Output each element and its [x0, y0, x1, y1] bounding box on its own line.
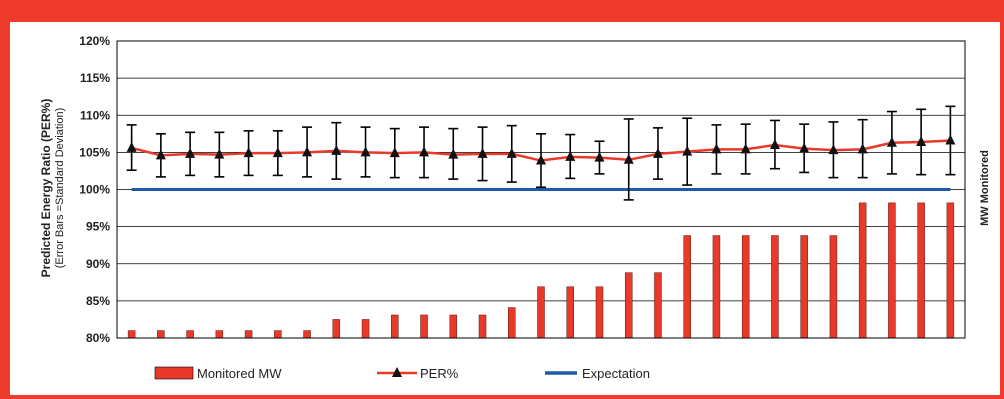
monitored-mw-bar: [361, 319, 370, 339]
y-axis-label: Predicted Energy Ratio (PER%): [39, 99, 53, 278]
monitored-mw-bar: [274, 330, 282, 339]
monitored-mw-bar: [215, 330, 224, 339]
per-marker: [243, 147, 254, 158]
per-markers: [126, 134, 956, 165]
y-tick-label: 120%: [79, 34, 110, 48]
monitored-mw-bar: [244, 330, 253, 339]
per-marker: [360, 146, 371, 157]
monitored-mw-bar: [858, 202, 867, 339]
per-marker: [419, 146, 430, 157]
per-marker: [828, 144, 839, 155]
per-marker: [536, 154, 546, 165]
per-marker: [185, 147, 196, 158]
y-tick-label: 80%: [86, 331, 110, 345]
per-marker: [769, 138, 780, 149]
per-marker: [565, 150, 576, 161]
y-tick-label: 110%: [80, 108, 110, 122]
per-marker: [506, 147, 517, 158]
per-marker: [331, 144, 342, 155]
y-tick-label: 85%: [86, 294, 110, 308]
monitored-mw-bar: [595, 286, 604, 339]
monitored-mw-bar: [741, 235, 750, 339]
monitored-mw-bar: [683, 235, 691, 339]
legend-monitored-swatch: [154, 366, 194, 380]
legend-monitored-label: Monitored MW: [197, 366, 282, 381]
monitored-mw-bar: [566, 286, 574, 339]
y-tick-label: 95%: [86, 220, 110, 234]
monitored-mw-bar: [654, 272, 662, 339]
per-marker: [740, 143, 751, 154]
per-marker: [857, 143, 868, 154]
monitored-mw-bar: [420, 314, 428, 339]
per-marker: [945, 134, 956, 145]
per-marker: [916, 135, 927, 146]
per-marker: [448, 148, 459, 159]
monitored-mw-bar: [157, 330, 165, 339]
monitored-mw-bar: [508, 307, 516, 339]
frame-right-border: [1000, 0, 1004, 399]
monitored-mw-bar: [186, 330, 194, 339]
legend-per-label: PER%: [420, 366, 459, 381]
y-axis-sublabel: (Error Bars =Standard Deviation): [54, 108, 66, 268]
monitored-mw-bar: [624, 272, 633, 339]
per-marker: [886, 136, 897, 147]
frame-top-border: [0, 0, 1004, 22]
monitored-mw-bar: [391, 314, 399, 339]
monitored-mw-bar: [800, 235, 808, 339]
per-marker: [477, 147, 488, 158]
monitored-mw-bar: [449, 314, 458, 339]
y-tick-label: 100%: [79, 183, 110, 197]
monitored-mw-bar: [332, 319, 341, 339]
monitored-mw-bar: [946, 202, 955, 339]
per-marker: [594, 151, 605, 162]
frame-bottom-border: [0, 395, 1004, 399]
monitored-mw-bar: [771, 235, 779, 339]
per-marker: [682, 145, 693, 156]
monitored-mw-bar: [303, 330, 311, 339]
per-marker: [126, 141, 137, 152]
per-marker: [389, 147, 400, 158]
per-marker: [214, 148, 225, 159]
frame-left-border: [0, 0, 10, 399]
per-marker: [302, 146, 313, 157]
legend: Monitored MW PER% Expectation: [154, 366, 650, 381]
per-marker: [623, 153, 634, 164]
monitored-mw-bar: [829, 235, 838, 339]
legend-per-marker: [392, 367, 402, 377]
monitored-mw-bar: [127, 330, 136, 339]
per-marker: [155, 149, 166, 160]
per-marker: [272, 147, 283, 158]
per-marker: [652, 147, 663, 158]
plot-border: [116, 40, 966, 339]
y-tick-label: 105%: [79, 145, 110, 159]
per-marker: [711, 143, 722, 154]
monitored-mw-bar: [537, 286, 545, 339]
monitored-mw-bars: [127, 202, 955, 339]
monitored-mw-bar: [478, 314, 487, 339]
monitored-mw-bar: [712, 235, 721, 339]
y-tick-label: 90%: [86, 257, 110, 271]
y-tick-label: 115%: [80, 71, 110, 85]
monitored-mw-bar: [888, 202, 896, 339]
secondary-y-axis-label: MW Monitored: [979, 150, 991, 226]
per-marker: [799, 142, 810, 153]
legend-expectation-label: Expectation: [582, 366, 650, 381]
monitored-mw-bar: [917, 202, 925, 339]
y-tick-labels: 120% 115% 110% 105% 100% 95% 90% 85% 80%: [79, 34, 110, 345]
